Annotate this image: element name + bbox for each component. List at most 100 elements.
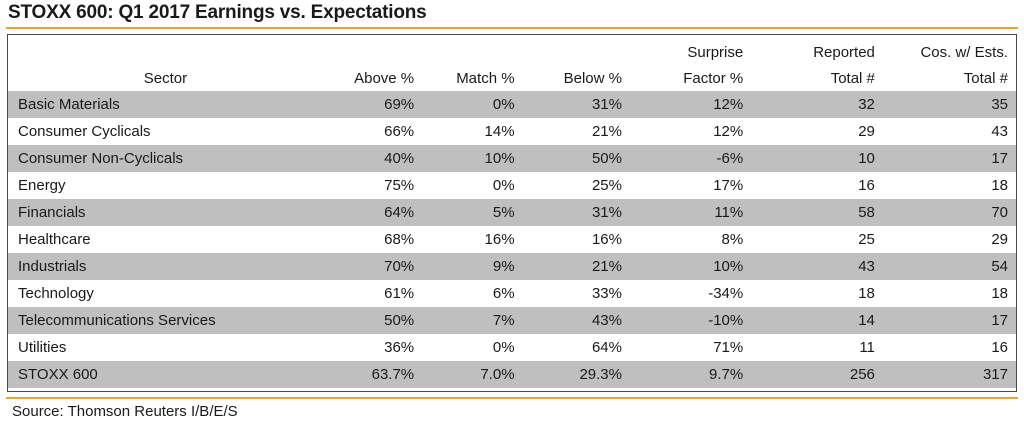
header-surprise: Surprise [687,44,744,61]
cell-match: 5% [414,199,521,226]
cell-factor: 11% [625,199,758,226]
cell-above: 69% [322,91,415,118]
cell-match: 9% [414,253,521,280]
header-top-cell [8,35,323,66]
cell-above: 40% [322,145,415,172]
cell-factor: 17% [713,177,744,194]
cell-above: 36% [384,339,415,356]
cell-factor: -34% [708,285,744,302]
cell-below: 16% [591,231,622,248]
cell-above: 50% [322,307,415,334]
cell-below: 50% [520,145,626,172]
cell-reported: 16 [858,177,875,194]
cell-match: 6% [492,285,515,302]
header-factor: Factor % [683,70,744,87]
table-row: Telecommunications Services 50% 7% 43% -10% 1… [8,307,1016,334]
cell-sector: Utilities [18,339,67,356]
cell-below: 29.3% [520,361,626,388]
cell-reported: 256 [757,361,885,388]
cell-ests: 317 [884,361,1016,388]
cell-reported: 25 [858,231,875,248]
cell-ests: 17 [884,145,1016,172]
earnings-table: Surprise Reported Cos. w/ Ests. Sector A… [8,35,1016,388]
table-row: Technology 61% 6% 33% -34% 18 18 [8,280,1016,307]
cell-reported: 14 [757,307,885,334]
header-row-top: Surprise Reported Cos. w/ Ests. [8,35,1016,66]
cell-above: 70% [322,253,415,280]
cell-above: 68% [384,231,415,248]
cell-sector: Financials [8,199,323,226]
cell-below: 31% [520,91,626,118]
header-match: Match % [456,70,515,87]
cell-sector: Consumer Cyclicals [18,123,151,140]
header-above: Above % [354,70,415,87]
cell-ests: 18 [991,177,1008,194]
cell-reported: 11 [859,339,875,356]
total-row: STOXX 600 63.7% 7.0% 29.3% 9.7% 256 317 [8,361,1016,388]
cell-reported: 10 [757,145,885,172]
cell-sector: Consumer Non-Cyclicals [8,145,323,172]
cell-match: 16% [484,231,515,248]
cell-above: 61% [384,285,415,302]
header-below: Below % [563,70,622,87]
header-sector: Sector [143,70,188,87]
table-row: Industrials 70% 9% 21% 10% 43 54 [8,253,1016,280]
source-note: Source: Thomson Reuters I/B/E/S [12,403,238,420]
cell-sector: Energy [18,177,66,194]
table-title: STOXX 600: Q1 2017 Earnings vs. Expectat… [8,2,427,23]
cell-ests: 54 [884,253,1016,280]
cell-factor: 10% [625,253,758,280]
header-row: Sector Above % Match % Below % Factor % … [8,66,1016,91]
cell-above: 75% [384,177,415,194]
cell-ests: 17 [884,307,1016,334]
cell-below: 25% [591,177,622,194]
table-row: Financials 64% 5% 31% 11% 58 70 [8,199,1016,226]
cell-factor: 12% [713,123,744,140]
cell-match: 10% [414,145,521,172]
cell-sector: Industrials [8,253,323,280]
table-row: Consumer Non-Cyclicals 40% 10% 50% -6% 10 17 [8,145,1016,172]
cell-reported: 32 [757,91,885,118]
cell-factor: 12% [625,91,758,118]
cell-sector: Basic Materials [8,91,323,118]
cell-below: 43% [520,307,626,334]
cell-sector: STOXX 600 [8,361,323,388]
title-underline [6,27,1018,29]
header-ests-total: Total # [963,70,1008,87]
cell-sector: Telecommunications Services [8,307,323,334]
cell-above: 63.7% [322,361,415,388]
header-reported-total: Total # [830,70,875,87]
header-top-cell [414,35,520,66]
cell-ests: 16 [991,339,1008,356]
cell-ests: 29 [991,231,1008,248]
cell-match: 0% [492,339,515,356]
table-frame [7,34,1017,392]
cell-ests: 35 [884,91,1016,118]
header-top-cell [521,35,626,66]
cell-match: 7% [414,307,521,334]
cell-below: 21% [520,253,626,280]
cell-above: 64% [322,199,415,226]
cell-factor: 71% [713,339,744,356]
table-row: Healthcare 68% 16% 16% 8% 25 29 [8,226,1016,253]
cell-match: 0% [492,177,515,194]
cell-below: 33% [591,285,622,302]
cell-match: 7.0% [414,361,521,388]
cell-ests: 18 [991,285,1008,302]
cell-below: 31% [520,199,626,226]
cell-sector: Healthcare [18,231,91,248]
cell-below: 64% [591,339,622,356]
cell-below: 21% [591,123,622,140]
cell-factor: -6% [625,145,758,172]
table-row: Energy 75% 0% 25% 17% 16 18 [8,172,1016,199]
cell-reported: 18 [858,285,875,302]
cell-ests: 43 [991,123,1008,140]
table-row: Consumer Cyclicals 66% 14% 21% 12% 29 43 [8,118,1016,145]
table-bottom-rule [6,397,1018,399]
cell-above: 66% [384,123,415,140]
cell-factor: 9.7% [625,361,758,388]
cell-reported: 29 [858,123,875,140]
table-row: Utilities 36% 0% 64% 71% 11 16 [8,334,1016,361]
cell-reported: 58 [757,199,885,226]
header-cos-with-ests: Cos. w/ Ests. [920,44,1008,61]
